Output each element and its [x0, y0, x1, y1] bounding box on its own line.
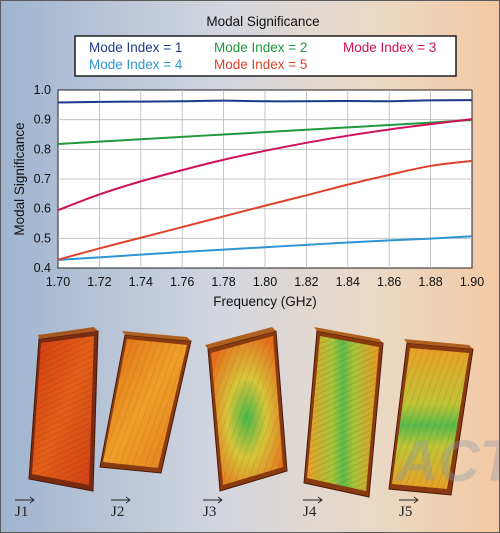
legend: Mode Index = 1 Mode Index = 2 Mode Index =… — [89, 40, 436, 72]
current-label-j4: J4 — [303, 496, 323, 520]
x-axis-label: Frequency (GHz) — [213, 294, 317, 309]
current-plot-j3 — [205, 327, 288, 492]
current-plot-j2 — [99, 331, 192, 474]
y-tick-label: 0.9 — [34, 113, 51, 127]
svg-text:J4: J4 — [303, 504, 317, 520]
current-label-j2: J2 — [111, 496, 131, 520]
series-line-mode-3 — [57, 118, 473, 212]
x-tick-label: 1.70 — [46, 275, 70, 289]
x-tick-label: 1.80 — [253, 275, 277, 289]
y-tick-label: 0.5 — [34, 231, 51, 245]
series-line-mode-5 — [57, 159, 473, 261]
x-tick-label: 1.84 — [336, 275, 360, 289]
y-tick-label: 0.6 — [34, 202, 51, 216]
x-tick-label: 1.78 — [211, 275, 235, 289]
legend-entry-mode-5: Mode Index = 5 — [214, 57, 307, 72]
y-tick-label: 1.0 — [34, 83, 51, 97]
svg-text:J5: J5 — [399, 504, 412, 520]
x-tick-label: 1.86 — [377, 275, 401, 289]
x-tick-label: 1.90 — [460, 275, 484, 289]
y-axis-label: Modal Significance — [12, 122, 27, 235]
legend-entry-mode-4: Mode Index = 4 — [89, 57, 183, 72]
series-lines — [57, 99, 473, 261]
current-plot-j4 — [303, 327, 384, 498]
y-tick-label: 0.8 — [34, 142, 51, 156]
legend-entry-mode-1: Mode Index = 1 — [89, 40, 182, 55]
x-tick-label: 1.76 — [170, 275, 194, 289]
current-label-j3: J3 — [203, 496, 223, 520]
y-tick-label: 0.4 — [34, 261, 51, 275]
current-plot-j5 — [388, 339, 474, 496]
x-tick-label: 1.88 — [418, 275, 442, 289]
x-tick-label: 1.82 — [294, 275, 318, 289]
current-label-j1: J1 — [15, 496, 35, 520]
svg-text:J1: J1 — [15, 504, 28, 520]
legend-box — [74, 35, 457, 77]
y-axis-ticks: 0.4 0.5 0.6 0.7 0.8 0.9 1.0 — [34, 83, 51, 275]
series-line-mode-1 — [57, 99, 473, 104]
svg-text:J3: J3 — [203, 504, 216, 520]
x-axis-ticks: 1.70 1.72 1.74 1.76 1.78 1.80 1.82 1.84 1.86 1.88… — [46, 275, 484, 289]
x-tick-label: 1.72 — [87, 275, 111, 289]
y-tick-label: 0.7 — [34, 172, 51, 186]
chart-title: Modal Significance — [206, 14, 319, 29]
watermark: ACT — [394, 429, 499, 494]
legend-entry-mode-2: Mode Index = 2 — [214, 40, 307, 55]
x-tick-label: 1.74 — [129, 275, 153, 289]
current-plot-j1 — [28, 327, 99, 492]
grid — [58, 90, 472, 268]
current-labels: J1 J2 J3 J4 J5 — [15, 496, 419, 520]
legend-entry-mode-3: Mode Index = 3 — [343, 40, 436, 55]
series-line-mode-2 — [57, 118, 473, 145]
series-line-mode-4 — [57, 235, 473, 261]
svg-text:J2: J2 — [111, 504, 124, 520]
current-label-j5: J5 — [399, 496, 419, 520]
